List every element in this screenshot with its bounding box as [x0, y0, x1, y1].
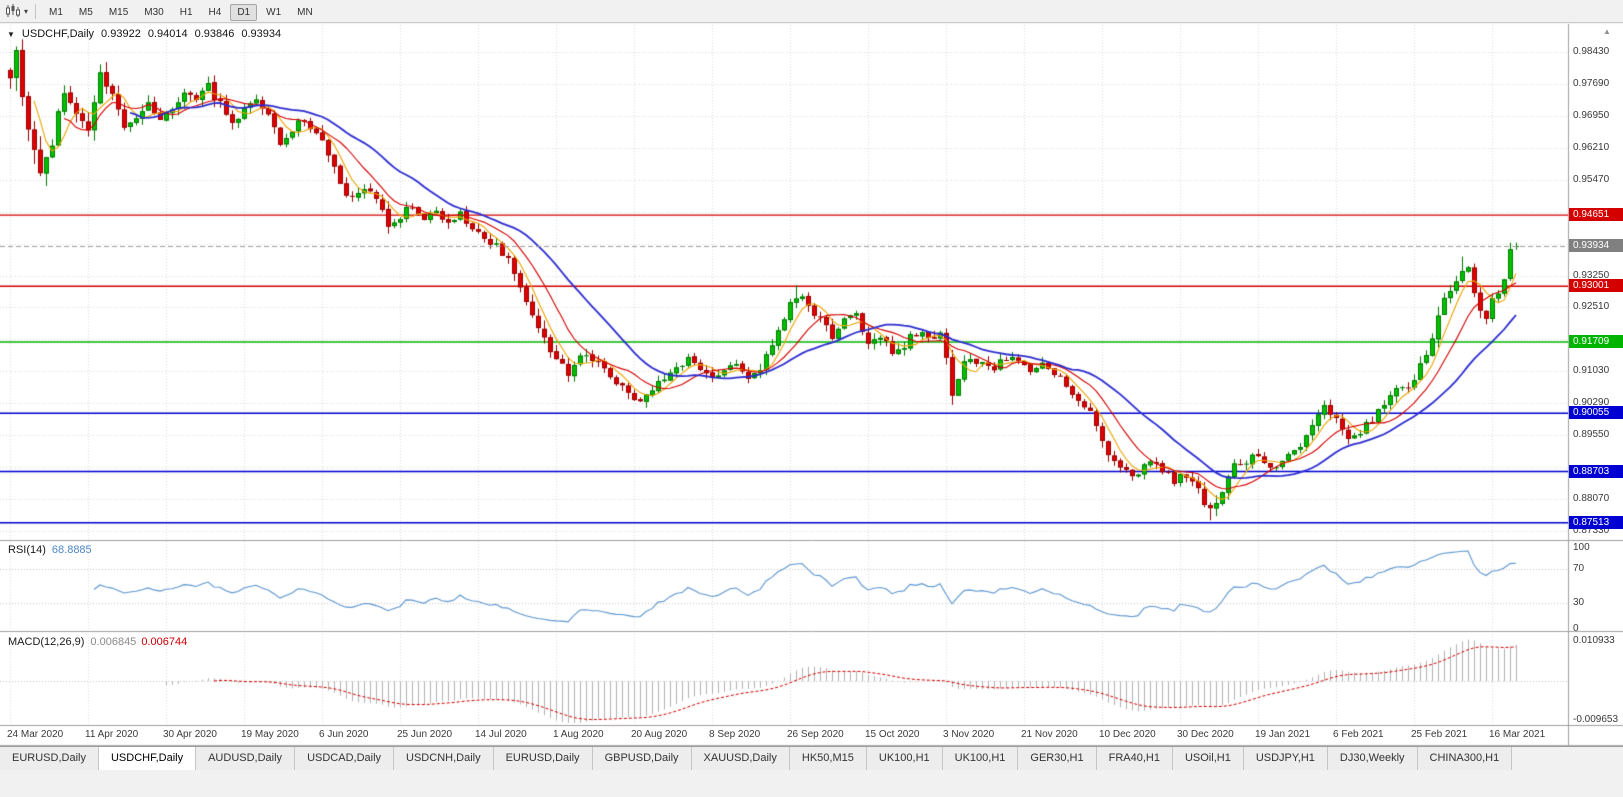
time-axis-label: 19 Jan 2021: [1255, 729, 1311, 740]
chart-tab-china300-h1[interactable]: CHINA300,H1: [1417, 747, 1513, 770]
macd-signal-value: 0.006744: [141, 636, 188, 648]
ohlc-high: 0.94014: [147, 28, 188, 40]
period-button-m5[interactable]: M5: [78, 6, 93, 18]
chart-tab-eurusd-daily[interactable]: EURUSD,Daily: [0, 747, 99, 770]
chart-tab-gbpusd-daily[interactable]: GBPUSD,Daily: [592, 747, 692, 770]
chart-tab-ger30-h1[interactable]: GER30,H1: [1018, 747, 1097, 770]
rsi-axis-label: 30: [1573, 597, 1585, 609]
time-axis-label: 26 Sep 2020: [787, 729, 844, 740]
time-axis-label: 21 Nov 2020: [1021, 729, 1078, 740]
timeframe-toolbar: ▾ M1 M5 M15 M30 H1 H4 D1 W1 MN: [0, 0, 1623, 23]
period-button-mn[interactable]: MN: [297, 6, 313, 18]
time-axis-label: 25 Feb 2021: [1411, 729, 1468, 740]
period-button-m15[interactable]: M15: [108, 6, 129, 18]
time-axis-label: 19 May 2020: [241, 729, 299, 740]
price-axis-label: 0.93250: [1573, 269, 1610, 281]
price-level-badge: 0.91709: [1569, 334, 1623, 348]
price-axis-label: 0.95470: [1573, 173, 1610, 185]
chart-tab-usdjpy-h1[interactable]: USDJPY,H1: [1243, 747, 1328, 770]
chart-type-dropdown-arrow-icon[interactable]: ▾: [24, 6, 29, 16]
chart-type-icon[interactable]: [5, 4, 21, 18]
time-axis-label: 30 Dec 2020: [1177, 729, 1234, 740]
price-axis-label: 0.88070: [1573, 492, 1610, 504]
macd-axis-label: -0.009653: [1573, 714, 1619, 725]
chart-tab-fra40-h1[interactable]: FRA40,H1: [1096, 747, 1173, 770]
period-button-w1[interactable]: W1: [266, 6, 282, 18]
period-button-d1[interactable]: D1: [230, 3, 258, 21]
price-level-badge: 0.94651: [1569, 208, 1623, 222]
chart-tab-hk50-m15[interactable]: HK50,M15: [789, 747, 867, 770]
rsi-label: RSI(14) 68.8885: [8, 544, 92, 556]
time-axis-label: 8 Sep 2020: [709, 729, 761, 740]
time-axis-label: 24 Mar 2020: [7, 729, 64, 740]
chart-tab-eurusd-daily[interactable]: EURUSD,Daily: [493, 747, 593, 770]
time-axis-label: 30 Apr 2020: [163, 729, 217, 740]
time-axis-label: 10 Dec 2020: [1099, 729, 1156, 740]
period-button-m1[interactable]: M1: [49, 6, 63, 18]
time-axis-label: 3 Nov 2020: [943, 729, 995, 740]
price-axis-label: 0.87330: [1573, 524, 1610, 536]
chart-tab-usdchf-daily[interactable]: USDCHF,Daily: [98, 747, 197, 770]
ohlc-low: 0.93846: [194, 28, 235, 40]
chart-tab-bar: EURUSD,Daily USDCHF,Daily AUDUSD,Daily USDC…: [0, 746, 1623, 770]
time-axis-label: 1 Aug 2020: [553, 729, 604, 740]
macd-axis-label: 0.010933: [1573, 635, 1615, 646]
rsi-axis-label: 100: [1573, 542, 1590, 553]
chart-tab-uk100-h1[interactable]: UK100,H1: [866, 747, 943, 770]
chart-tab-xauusd-daily[interactable]: XAUUSD,Daily: [691, 747, 790, 770]
price-axis-label: 0.96210: [1573, 141, 1610, 153]
price-level-badge: 0.90055: [1569, 406, 1623, 420]
price-axis-label: 0.96950: [1573, 110, 1610, 122]
price-axis-label: 0.98430: [1573, 46, 1610, 58]
price-axis-label: 0.90290: [1573, 397, 1610, 409]
chart-tab-uk100-h1[interactable]: UK100,H1: [942, 747, 1019, 770]
chart-shift-marker-icon[interactable]: ▲: [1603, 27, 1611, 36]
rsi-indicator-name: RSI(14): [8, 544, 46, 556]
time-axis-label: 11 Apr 2020: [85, 729, 139, 740]
time-axis-label: 6 Jun 2020: [319, 729, 369, 740]
price-axis-label: 0.91030: [1573, 365, 1610, 377]
rsi-value: 68.8885: [51, 544, 92, 556]
time-axis-label: 25 Jun 2020: [397, 729, 453, 740]
period-button-h1[interactable]: H1: [179, 6, 193, 18]
macd-label: MACD(12,26,9) 0.006845 0.006744: [8, 636, 187, 648]
chart-tab-usdcad-daily[interactable]: USDCAD,Daily: [295, 747, 395, 770]
macd-indicator-name: MACD(12,26,9): [8, 636, 85, 648]
time-axis-label: 16 Mar 2021: [1489, 729, 1546, 740]
chart-tab-dj30-weekly[interactable]: DJ30,Weekly: [1327, 747, 1418, 770]
time-axis-label: 14 Jul 2020: [475, 729, 527, 740]
time-axis-label: 15 Oct 2020: [865, 729, 920, 740]
macd-main-value: 0.006845: [90, 636, 137, 648]
rsi-axis-label: 0: [1573, 623, 1579, 634]
symbol-marker-icon: ▼: [7, 29, 15, 39]
rsi-axis-label: 70: [1573, 562, 1585, 574]
toolbar-separator: [35, 3, 37, 19]
chart-tab-audusd-daily[interactable]: AUDUSD,Daily: [196, 747, 296, 770]
price-level-badge: 0.88703: [1569, 464, 1623, 478]
price-axis-label: 0.92510: [1573, 301, 1610, 313]
time-axis-label: 20 Aug 2020: [631, 729, 688, 740]
period-button-h4[interactable]: H4: [208, 6, 222, 18]
period-button-m30[interactable]: M30: [144, 6, 164, 18]
period-buttons-group: M1 M5 M15 M30 H1 H4 D1 W1 MN: [41, 2, 321, 21]
ohlc-open: 0.93922: [101, 28, 141, 40]
price-axis-label: 0.89550: [1573, 428, 1610, 440]
chart-tab-usdcnh-daily[interactable]: USDCNH,Daily: [394, 747, 494, 770]
price-level-badge: 0.87513: [1569, 515, 1623, 529]
ohlc-close: 0.93934: [241, 28, 282, 40]
time-axis-label: 6 Feb 2021: [1333, 729, 1384, 740]
price-level-badge: 0.93934: [1569, 239, 1623, 253]
chart-title: ▼ USDCHF,Daily 0.93922 0.94014 0.93846 0…: [7, 28, 281, 40]
price-level-badge: 0.93001: [1569, 279, 1623, 293]
chart-tab-usoil-h1[interactable]: USOil,H1: [1172, 747, 1244, 770]
price-axis-label: 0.97690: [1573, 78, 1610, 90]
chart-symbol-period: USDCHF,Daily: [21, 28, 95, 40]
